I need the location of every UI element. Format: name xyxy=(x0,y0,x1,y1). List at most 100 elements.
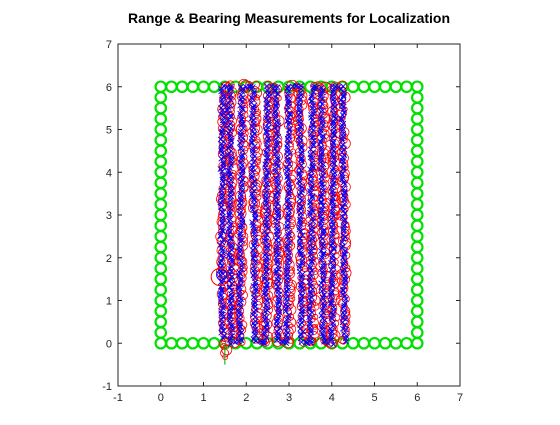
measured-point xyxy=(264,232,270,239)
measured-point xyxy=(225,231,232,238)
measured-point xyxy=(228,293,235,300)
measured-point xyxy=(274,122,281,129)
measured-point xyxy=(329,282,336,289)
measured-point xyxy=(308,247,315,254)
measured-point xyxy=(228,241,235,248)
measured-point xyxy=(275,171,282,178)
measured-point xyxy=(320,250,327,256)
measured-point xyxy=(296,164,302,171)
measured-point xyxy=(251,231,258,238)
measured-point xyxy=(263,172,270,179)
measured-point xyxy=(250,104,257,111)
measured-point xyxy=(318,199,325,206)
measured-point xyxy=(252,279,259,286)
measured-point xyxy=(265,144,271,151)
measured-point xyxy=(238,144,245,150)
measured-point xyxy=(226,211,233,218)
measured-point xyxy=(217,166,224,172)
measured-point xyxy=(329,159,336,166)
estimate-point xyxy=(265,116,274,125)
axes: -1 0 1 2 3 4 5 6 7 -1 0 1 2 3 4 5 6 7 xyxy=(102,39,463,404)
measured-point xyxy=(228,256,235,263)
measured-point xyxy=(220,161,227,168)
estimate-point xyxy=(285,269,295,279)
measured-point xyxy=(273,102,280,109)
measured-point xyxy=(296,262,303,269)
y-tick-label: 1 xyxy=(106,296,112,308)
measured-point xyxy=(251,201,258,207)
measured-point xyxy=(238,121,245,128)
measured-point xyxy=(251,188,258,194)
measured-point xyxy=(285,231,292,238)
robot-measured-circle xyxy=(216,269,228,281)
measured-point xyxy=(219,168,226,175)
measured-point xyxy=(261,338,267,345)
measured-point xyxy=(283,164,290,171)
measured-point xyxy=(307,337,314,344)
measured-point xyxy=(272,145,278,152)
measured-point xyxy=(330,272,337,279)
measured-point xyxy=(330,119,337,126)
measured-point xyxy=(284,91,291,98)
measured-point xyxy=(261,290,268,297)
measured-point xyxy=(329,270,336,277)
measured-point xyxy=(343,326,350,333)
measured-point xyxy=(218,155,225,162)
measured-point xyxy=(285,286,292,293)
measured-point xyxy=(306,212,313,219)
measured-point xyxy=(266,90,272,96)
measured-point xyxy=(309,206,315,213)
measured-point xyxy=(297,239,303,246)
measured-point xyxy=(308,134,315,141)
measured-point xyxy=(251,250,258,257)
measured-point xyxy=(307,199,313,206)
landmark-point xyxy=(154,91,168,104)
estimate-point xyxy=(287,230,295,239)
measured-point xyxy=(307,190,314,197)
measured-point xyxy=(218,187,225,194)
measured-point xyxy=(286,126,293,133)
measured-point xyxy=(328,234,335,240)
measured-point xyxy=(238,192,244,199)
measured-point xyxy=(341,210,348,217)
measured-point xyxy=(298,143,305,150)
measured-point xyxy=(307,166,314,173)
measured-point xyxy=(264,219,271,225)
measured-point xyxy=(317,159,324,166)
measured-point xyxy=(321,338,328,345)
x-tick-label: 0 xyxy=(158,392,164,404)
measured-point xyxy=(273,237,280,244)
robot-uncertainty-circle xyxy=(210,267,229,287)
measured-point xyxy=(238,153,245,160)
measured-point xyxy=(308,92,315,99)
measured-point xyxy=(264,100,271,106)
measured-point xyxy=(306,263,313,270)
measured-point xyxy=(329,151,336,158)
estimate-point xyxy=(308,168,318,177)
measured-point xyxy=(282,308,289,315)
measured-point xyxy=(340,92,347,99)
measured-point xyxy=(225,151,232,158)
measured-point xyxy=(236,204,243,211)
measured-point xyxy=(308,339,315,346)
measured-point xyxy=(218,316,225,323)
measured-point xyxy=(251,209,258,216)
measured-point xyxy=(237,110,244,117)
measured-point xyxy=(308,125,315,132)
measured-point xyxy=(285,213,292,220)
measured-point xyxy=(252,332,259,339)
measured-point xyxy=(285,211,292,218)
measured-point xyxy=(296,169,302,176)
measured-point xyxy=(328,315,335,321)
measured-point xyxy=(264,188,270,195)
measured-point xyxy=(248,166,255,172)
measured-point xyxy=(274,156,281,163)
measured-point xyxy=(237,173,244,180)
measured-point xyxy=(273,131,280,138)
measured-point xyxy=(226,202,232,209)
measured-point xyxy=(313,84,320,91)
measured-point xyxy=(341,322,348,328)
measured-point xyxy=(285,99,292,106)
measured-point xyxy=(252,286,259,292)
measured-point xyxy=(273,221,280,228)
